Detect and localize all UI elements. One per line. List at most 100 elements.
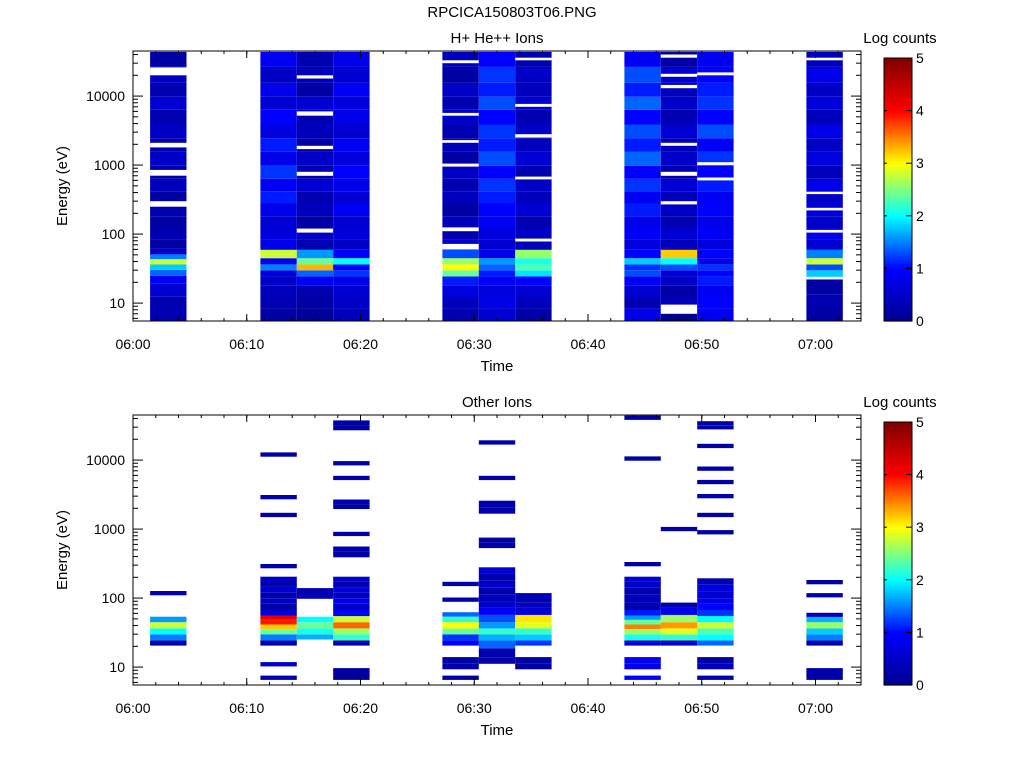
colorbar-segment xyxy=(884,608,912,612)
data-cell xyxy=(260,109,297,125)
data-cell xyxy=(478,440,516,445)
colorbar-segment xyxy=(884,679,912,683)
data-cell xyxy=(260,228,297,240)
colorbar-segment xyxy=(884,537,912,541)
data-cell xyxy=(333,504,370,509)
data-cell xyxy=(442,152,479,166)
colorbar-segment xyxy=(884,500,912,505)
data-cell xyxy=(697,640,734,646)
data-cell xyxy=(515,258,552,265)
data-gap xyxy=(150,169,187,176)
colorbar-segment xyxy=(884,244,912,248)
colorbar-segment xyxy=(884,163,912,167)
data-cell xyxy=(333,178,370,192)
data-cell xyxy=(333,616,370,623)
data-cell xyxy=(624,602,661,611)
data-cell xyxy=(260,152,297,166)
data-cell xyxy=(442,165,479,179)
data-gap xyxy=(296,145,334,150)
data-cell xyxy=(442,258,479,265)
data-cell xyxy=(260,619,297,625)
data-cell xyxy=(624,239,661,250)
colorbar-tick-label: 2 xyxy=(916,572,924,588)
data-cell xyxy=(260,203,297,217)
data-cell xyxy=(296,622,334,629)
data-cell xyxy=(442,109,479,125)
data-cell xyxy=(697,443,734,449)
data-cell xyxy=(697,610,734,617)
colorbar-segment xyxy=(884,558,912,562)
colorbar-segment xyxy=(884,273,912,277)
data-gap xyxy=(697,177,734,181)
colorbar-segment xyxy=(884,677,912,681)
colorbar-segment xyxy=(884,569,912,573)
data-cell xyxy=(478,138,516,152)
data-cell xyxy=(660,640,698,646)
page-title: RPCICA150803T06.PNG xyxy=(427,4,597,21)
x-tick-label: 06:20 xyxy=(343,336,378,352)
data-cell xyxy=(150,634,187,641)
colorbar-segment xyxy=(884,448,912,452)
data-cell xyxy=(333,475,370,481)
data-cell xyxy=(150,216,187,228)
data-cell xyxy=(333,576,370,582)
data-cell xyxy=(260,586,297,593)
data-cell xyxy=(478,657,516,664)
data-cell xyxy=(260,124,297,139)
colorbar-segment xyxy=(884,247,912,251)
colorbar-segment xyxy=(884,471,912,476)
data-cell xyxy=(442,285,479,297)
data-cell xyxy=(624,615,661,620)
data-gap xyxy=(806,229,843,233)
colorbar-segment xyxy=(884,168,912,172)
colorbar-segment xyxy=(884,524,912,528)
data-cell xyxy=(333,581,370,588)
data-cell xyxy=(697,512,734,518)
colorbar-segment xyxy=(884,197,912,201)
colorbar-segment xyxy=(884,205,912,209)
data-cell xyxy=(515,264,552,271)
data-gap xyxy=(515,238,552,242)
data-cell xyxy=(624,456,661,461)
data-cell xyxy=(333,285,370,297)
data-gap xyxy=(442,163,479,167)
data-gap xyxy=(806,207,843,211)
y-tick-label: 10000 xyxy=(86,88,125,104)
data-cell xyxy=(478,640,516,649)
data-gap xyxy=(442,227,479,232)
data-cell xyxy=(697,203,734,217)
colorbar-segment xyxy=(884,86,912,91)
colorbar-segment xyxy=(884,307,912,312)
data-cell xyxy=(333,598,370,604)
colorbar-segment xyxy=(884,619,912,623)
data-cell xyxy=(806,616,843,623)
colorbar-frame xyxy=(883,421,913,686)
colorbar-segment xyxy=(884,79,912,83)
colorbar-segment xyxy=(884,92,912,96)
data-gap xyxy=(442,243,479,250)
data-cell xyxy=(806,270,843,280)
colorbar-segment xyxy=(884,648,912,652)
data-gap xyxy=(660,73,698,77)
data-cell xyxy=(296,239,334,250)
data-cell xyxy=(478,109,516,125)
x-tick-label: 06:10 xyxy=(229,700,264,716)
data-cell xyxy=(806,308,843,321)
data-cell xyxy=(296,83,334,97)
data-cell xyxy=(806,628,843,635)
colorbar-segment xyxy=(884,147,912,151)
y-tick-label: 10 xyxy=(109,659,125,675)
data-cell xyxy=(624,297,661,309)
data-cell xyxy=(515,178,552,192)
data-cell xyxy=(442,124,479,139)
data-cell xyxy=(624,66,661,83)
data-gap xyxy=(296,171,334,176)
colorbar-segment xyxy=(884,160,912,164)
data-cell xyxy=(333,191,370,204)
colorbar-segment xyxy=(884,556,912,560)
data-cell xyxy=(624,264,661,271)
colorbar-segment xyxy=(884,81,912,85)
data-cell xyxy=(697,622,734,629)
data-cell xyxy=(660,622,698,629)
data-cell xyxy=(150,628,187,635)
